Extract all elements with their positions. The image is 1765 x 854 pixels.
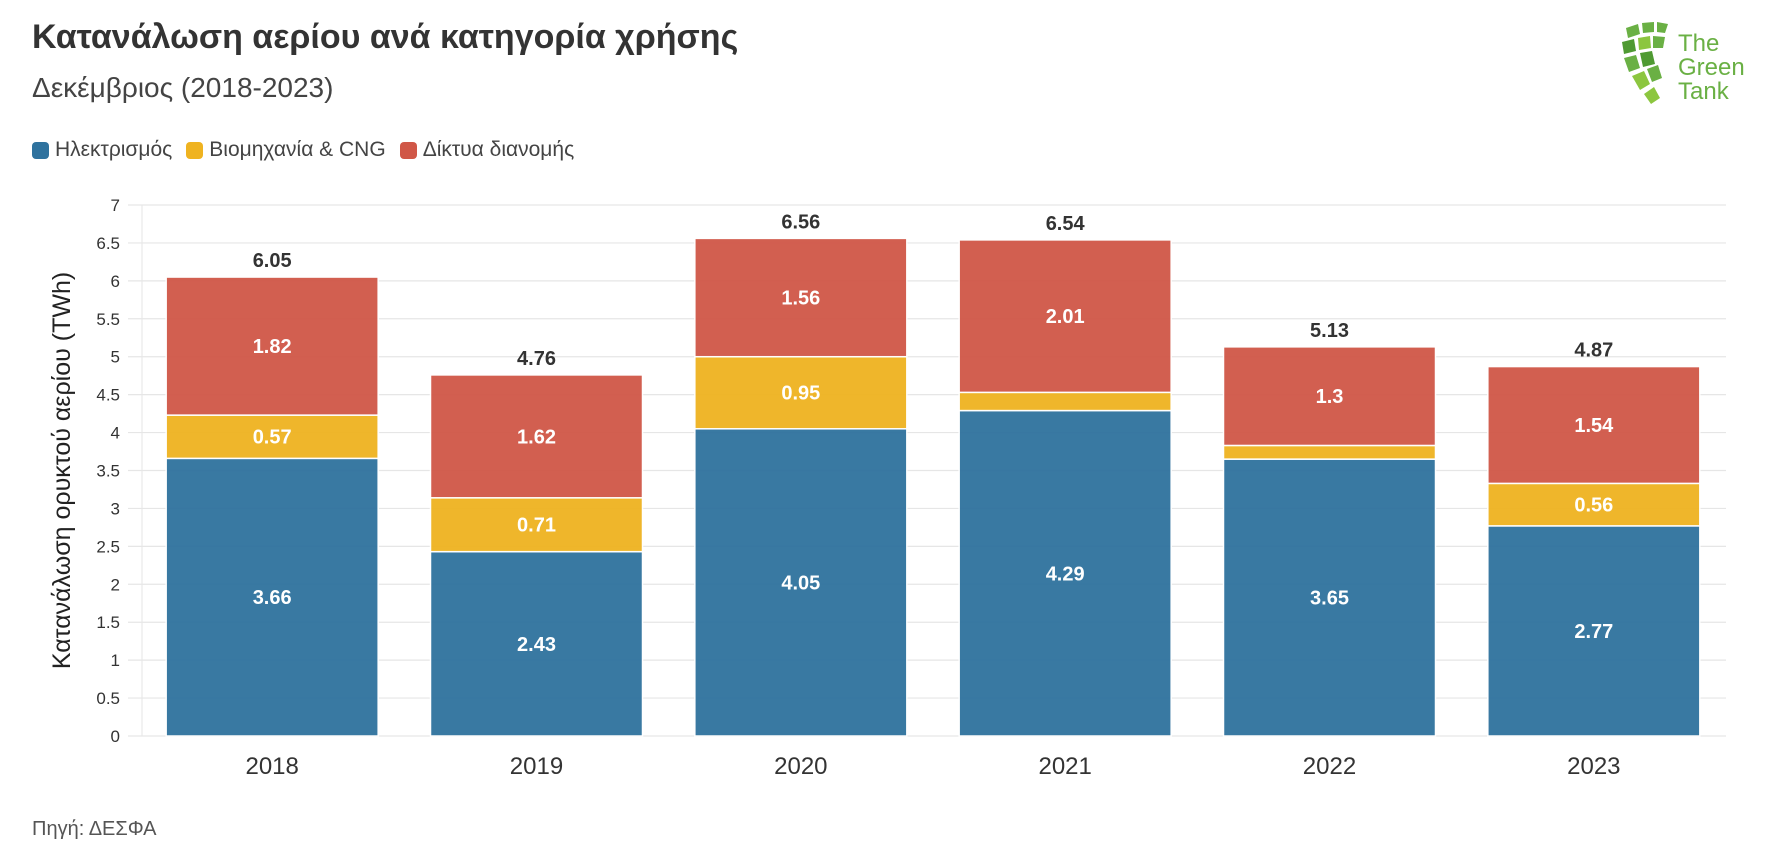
y-tick-label-8: 4 [111,424,120,443]
data-label-2018-s0: 3.66 [253,587,292,609]
logo-text-green: Green [1678,54,1745,81]
bar-segment-2018-s0 [165,457,379,737]
bar-segment-2019-s2 [429,374,644,499]
data-label-2021-s0: 4.29 [1046,563,1085,585]
data-label-2020-s0: 4.05 [781,572,820,594]
bar-segment-2022-s0 [1222,458,1437,737]
green-tank-logo: The Green Tank [1620,18,1750,118]
x-tick-label-2018: 2018 [245,753,298,780]
legend-item-electricity[interactable]: Ηλεκτρισμός [32,138,172,162]
bar-segment-2023-s2 [1487,365,1701,485]
y-tick-label-12: 6 [111,272,120,291]
legend-label-industry: Βιομηχανία & CNG [209,138,386,161]
bar-segment-2018-s2 [165,276,379,416]
bar-segment-2019-s1 [429,497,644,553]
y-tick-label-9: 4.5 [96,386,120,405]
bar-segment-2020-s0 [694,428,908,737]
bar-segment-2019-s0 [429,550,644,737]
bar-segment-2021-s2 [958,239,1172,394]
data-label-2021-s2: 2.01 [1046,306,1085,328]
bar-segment-2020-s2 [694,237,908,358]
legend: Ηλεκτρισμός Βιομηχανία & CNG Δίκτυα διαν… [32,138,574,162]
x-tick-label-2023: 2023 [1567,753,1620,780]
bar-segment-2021-s1 [958,391,1172,412]
y-tick-label-3: 1.5 [96,613,120,632]
bar-segment-2022-s1 [1222,444,1437,460]
x-tick-label-2020: 2020 [774,753,827,780]
data-label-2019-s1: 0.71 [517,515,556,537]
bar-segment-2020-s1 [694,355,908,430]
legend-item-industry[interactable]: Βιομηχανία & CNG [186,138,386,162]
data-label-2023-s1: 0.56 [1574,495,1613,517]
total-label-2023: 4.87 [1574,340,1613,362]
logo-mark-icon [1622,22,1668,104]
y-tick-label-1: 0.5 [96,689,120,708]
legend-item-distribution[interactable]: Δίκτυα διανομής [399,138,575,162]
chart-title: Κατανάλωση αερίου ανά κατηγορία χρήσης [32,18,739,56]
source-note: Πηγή: ΔΕΣΦΑ [32,818,157,840]
data-label-2018-s1: 0.57 [253,427,292,449]
data-label-2022-s2: 1.3 [1316,386,1344,408]
data-label-2023-s2: 1.54 [1574,415,1614,437]
y-tick-label-4: 2 [111,575,120,594]
data-label-2018-s2: 1.82 [253,336,292,358]
y-tick-label-14: 7 [111,196,120,215]
legend-label-electricity: Ηλεκτρισμός [55,138,173,161]
x-tick-label-2019: 2019 [510,753,563,780]
data-label-2022-s0: 3.65 [1310,588,1349,610]
y-tick-label-6: 3 [111,499,120,518]
logo-text-the: The [1678,30,1720,57]
legend-swatch-industry [186,141,204,159]
chart-subtitle: Δεκέμβριος (2018-2023) [32,72,334,103]
data-label-2020-s1: 0.95 [781,383,820,405]
total-label-2020: 6.56 [781,211,820,233]
logo-text: The Green Tank [1678,32,1745,104]
y-tick-label-10: 5 [111,348,120,367]
y-tick-label-0: 0 [111,727,120,746]
data-label-2019-s0: 2.43 [517,634,556,656]
y-tick-label-11: 5.5 [96,310,120,329]
total-label-2019: 4.76 [517,348,556,370]
bar-segment-2023-s0 [1487,525,1701,737]
y-tick-label-5: 2.5 [96,537,120,556]
y-tick-label-13: 6.5 [96,234,120,253]
logo-text-tank: Tank [1678,78,1729,105]
total-label-2022: 5.13 [1310,320,1349,342]
bar-segment-2022-s2 [1222,346,1437,447]
data-label-2020-s2: 1.56 [781,288,820,310]
legend-swatch-distribution [399,141,417,159]
x-tick-label-2022: 2022 [1303,753,1356,780]
x-tick-label-2021: 2021 [1038,753,1091,780]
y-axis-title: Κατανάλωση ορυκτού αερίου (TWh) [48,272,76,669]
y-tick-label-7: 3.5 [96,462,120,481]
data-label-2023-s0: 2.77 [1574,621,1613,643]
total-label-2021: 6.54 [1046,213,1086,235]
data-label-2019-s2: 1.62 [517,426,556,448]
y-tick-label-2: 1 [111,651,120,670]
legend-label-distribution: Δίκτυα διανομής [422,138,575,161]
bar-segment-2018-s1 [165,414,379,460]
bar-segment-2021-s0 [958,409,1172,737]
legend-swatch-electricity [32,141,49,159]
total-label-2018: 6.05 [253,250,292,272]
